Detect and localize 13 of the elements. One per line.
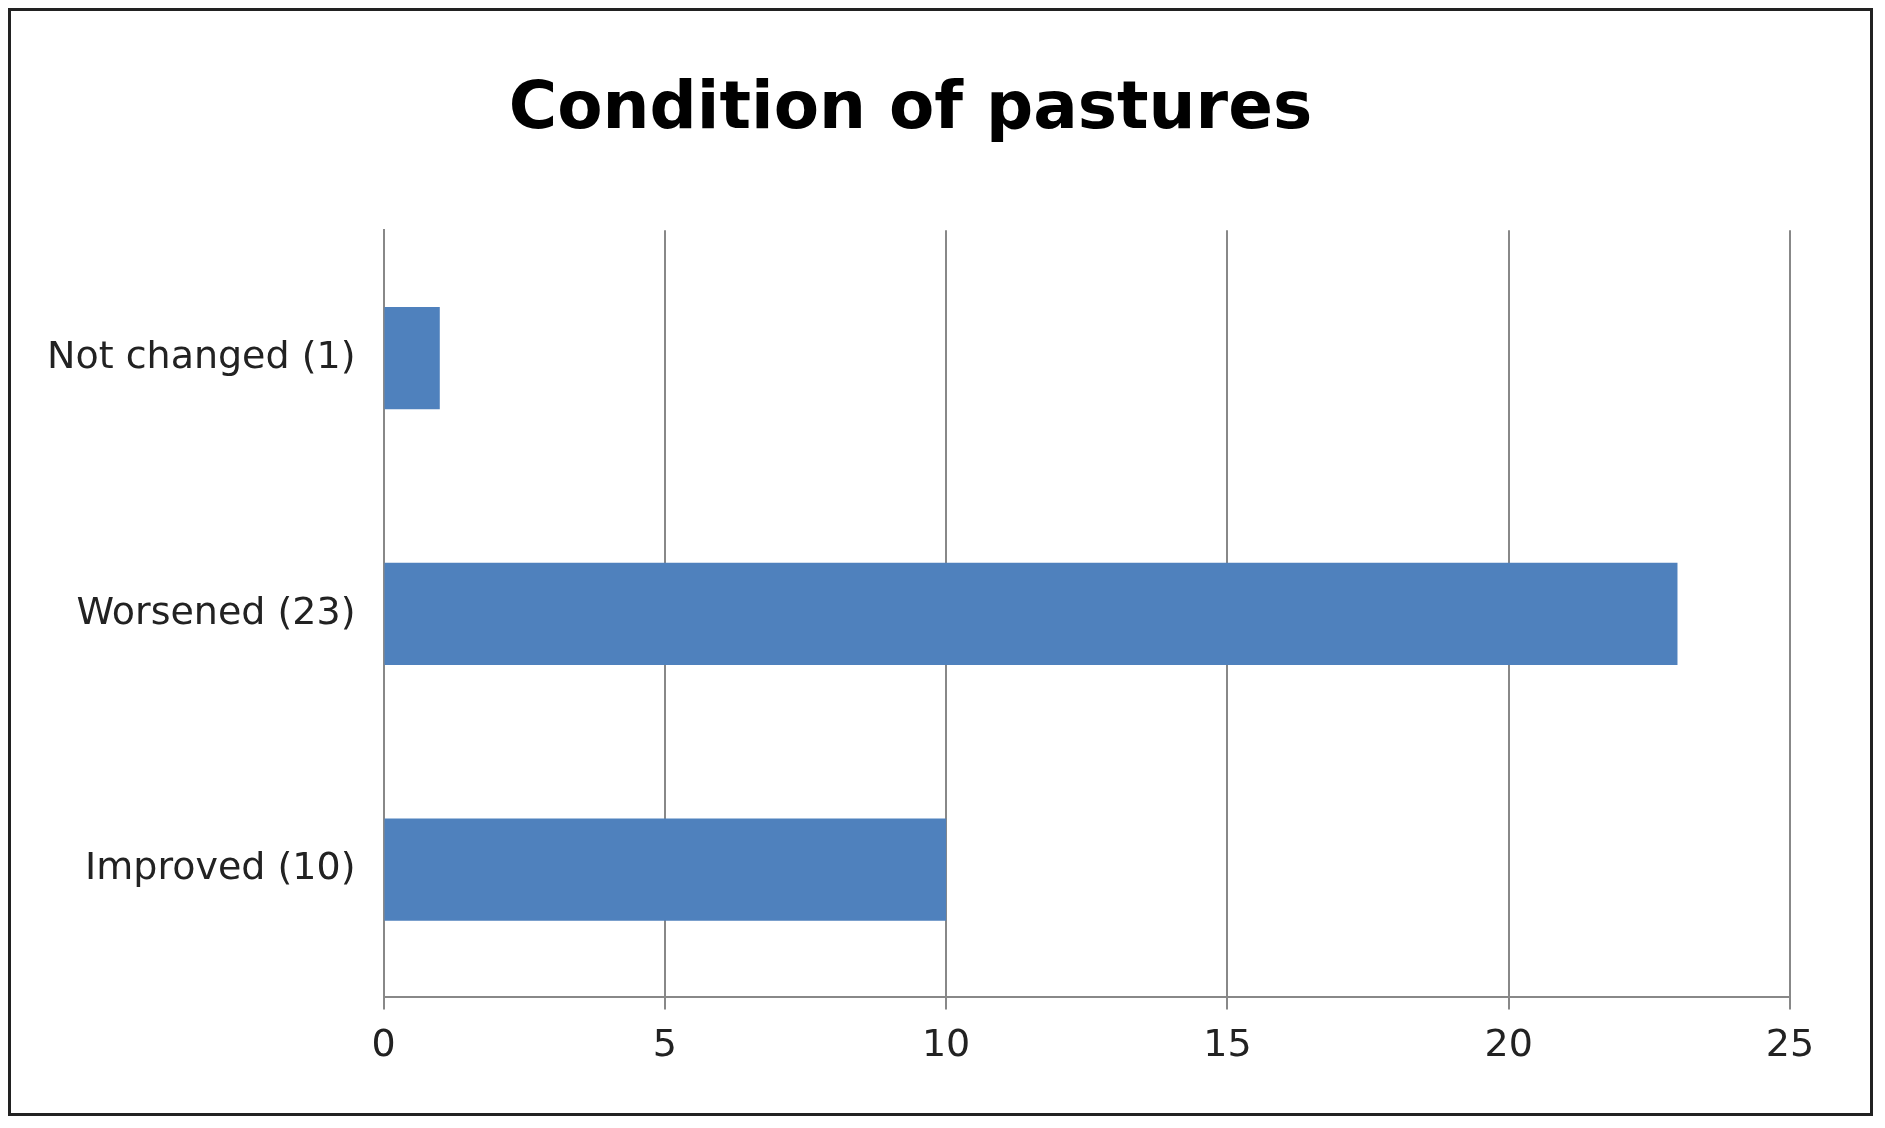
x-tick-label: 5 — [652, 1021, 677, 1066]
chart-title: Condition of pastures — [508, 66, 1313, 144]
bar — [384, 562, 1678, 665]
y-tick-label: Improved (10) — [85, 844, 356, 889]
y-tick-label: Worsened (23) — [76, 588, 356, 633]
y-tick-label: Not changed (1) — [47, 332, 356, 377]
x-tick-label: 10 — [921, 1021, 971, 1066]
x-tick-label: 25 — [1765, 1021, 1815, 1066]
x-tick-label: 15 — [1203, 1021, 1252, 1066]
bar — [384, 818, 947, 921]
x-tick-label: 0 — [371, 1021, 396, 1066]
bar — [384, 306, 440, 410]
x-tick-label: 20 — [1484, 1021, 1533, 1066]
